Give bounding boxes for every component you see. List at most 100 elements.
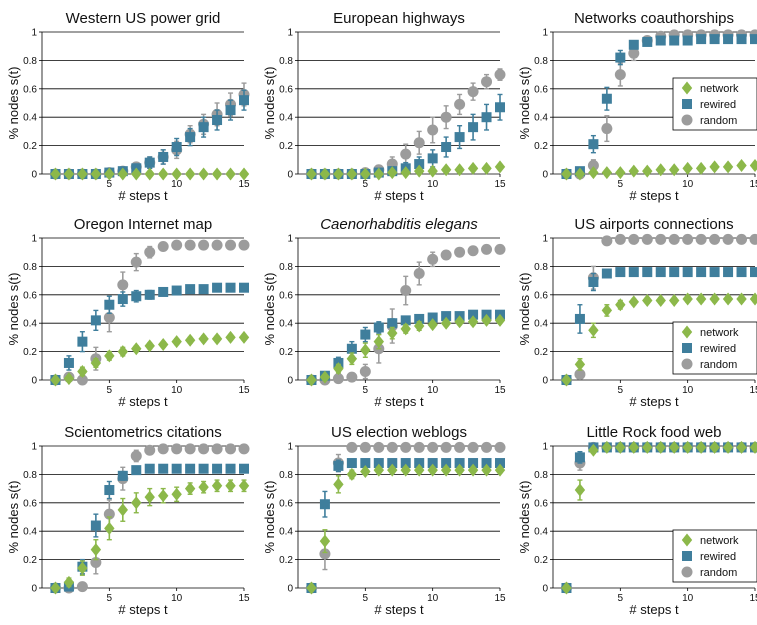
x-tick-label: 5	[363, 179, 369, 190]
data-point-random	[481, 442, 492, 453]
x-tick-label: 15	[238, 179, 250, 190]
data-point-rewired	[131, 465, 141, 475]
x-tick-label: 5	[363, 385, 369, 396]
legend-label-random: random	[700, 359, 737, 371]
data-point-rewired	[615, 53, 625, 63]
x-tick-label: 15	[238, 385, 250, 396]
data-point-network	[225, 331, 235, 344]
x-tick-label: 10	[427, 385, 439, 396]
subplot-title: US election weblogs	[331, 424, 467, 441]
data-point-random	[131, 450, 142, 461]
data-point-network	[118, 345, 128, 358]
y-tick-label: 0	[542, 170, 548, 181]
y-tick-label: 0.4	[23, 527, 37, 538]
data-point-network	[212, 168, 222, 181]
legend-label-network: network	[700, 327, 739, 339]
data-point-rewired	[91, 521, 101, 531]
y-tick-label: 0.8	[23, 56, 37, 67]
data-point-random	[77, 581, 88, 592]
data-point-network	[656, 294, 666, 307]
data-point-random	[495, 442, 506, 453]
data-point-network	[696, 162, 706, 175]
x-tick-label: 15	[494, 179, 506, 190]
data-point-network	[131, 342, 141, 355]
data-point-rewired	[629, 40, 639, 50]
data-point-network	[91, 543, 101, 556]
y-tick-label: 0	[31, 170, 37, 181]
y-axis-label: % nodes s(t)	[262, 273, 277, 346]
data-point-network	[239, 479, 249, 492]
subplot-title: Little Rock food web	[586, 424, 721, 441]
y-tick-label: 0.2	[23, 141, 37, 152]
data-point-network	[669, 294, 679, 307]
data-point-rewired	[172, 286, 182, 296]
y-tick-label: 0.2	[279, 141, 293, 152]
data-point-network	[347, 352, 357, 365]
data-point-network	[333, 478, 343, 491]
data-point-random	[427, 124, 438, 135]
data-point-random	[212, 240, 223, 251]
y-tick-label: 0.8	[279, 262, 293, 273]
legend-marker-random	[682, 115, 693, 126]
data-point-network	[495, 160, 505, 173]
data-point-random	[346, 372, 357, 383]
data-point-rewired	[723, 267, 733, 277]
series-rewired	[306, 458, 505, 593]
data-point-rewired	[602, 94, 612, 104]
data-point-random	[414, 268, 425, 279]
legend-label-network: network	[700, 535, 739, 547]
data-point-random	[495, 244, 506, 255]
y-tick-label: 0.2	[23, 347, 37, 358]
data-point-random	[682, 234, 693, 245]
y-tick-label: 1	[287, 28, 293, 39]
data-point-rewired	[347, 458, 357, 468]
x-axis-label: # steps t	[374, 602, 424, 617]
data-point-network	[642, 294, 652, 307]
data-point-rewired	[64, 358, 74, 368]
data-point-rewired	[737, 34, 747, 44]
y-axis-label: % nodes s(t)	[6, 273, 21, 346]
data-point-random	[441, 250, 452, 261]
data-point-network	[185, 482, 195, 495]
y-tick-label: 0.4	[534, 113, 548, 124]
y-tick-label: 0.4	[534, 527, 548, 538]
y-tick-label: 0.8	[534, 56, 548, 67]
data-point-random	[481, 244, 492, 255]
x-axis-label: # steps t	[118, 394, 168, 409]
y-axis-label: % nodes s(t)	[6, 67, 21, 140]
x-axis-label: # steps t	[118, 188, 168, 203]
data-point-random	[400, 442, 411, 453]
data-point-rewired	[482, 112, 492, 122]
y-tick-label: 0.8	[23, 262, 37, 273]
data-point-rewired	[656, 36, 666, 46]
data-point-rewired	[104, 300, 114, 310]
y-tick-label: 1	[542, 442, 548, 453]
data-point-rewired	[239, 464, 249, 474]
data-point-random	[468, 86, 479, 97]
x-tick-label: 15	[749, 179, 757, 190]
y-tick-label: 0.8	[279, 470, 293, 481]
data-point-rewired	[602, 269, 612, 279]
x-tick-label: 5	[618, 593, 624, 604]
data-point-rewired	[158, 464, 168, 474]
data-point-rewired	[145, 158, 155, 168]
data-point-network	[750, 159, 757, 172]
data-point-network	[198, 168, 208, 181]
data-point-network	[104, 522, 114, 535]
data-point-rewired	[172, 464, 182, 474]
y-axis-label: % nodes s(t)	[517, 481, 532, 554]
data-point-network	[145, 339, 155, 352]
y-tick-label: 0.2	[534, 347, 548, 358]
data-point-random	[468, 245, 479, 256]
data-point-rewired	[656, 267, 666, 277]
y-tick-label: 0.2	[534, 141, 548, 152]
data-point-rewired	[158, 152, 168, 162]
data-point-random	[144, 247, 155, 258]
data-point-rewired	[374, 322, 384, 332]
data-point-random	[642, 234, 653, 245]
y-axis-label: % nodes s(t)	[262, 67, 277, 140]
